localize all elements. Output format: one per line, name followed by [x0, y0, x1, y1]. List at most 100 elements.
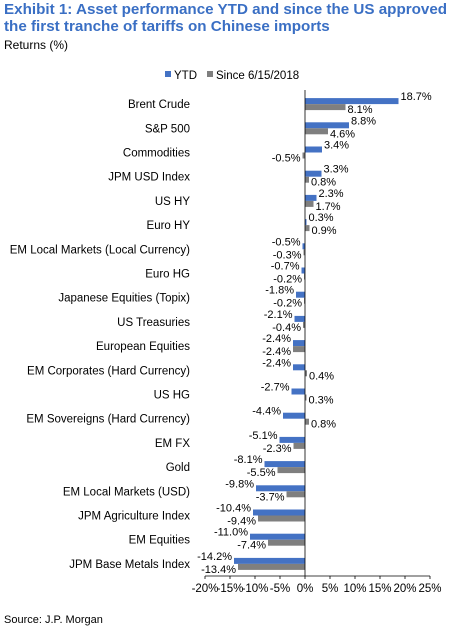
bar-ytd: [305, 122, 349, 129]
data-label-since: -0.4%: [272, 322, 301, 334]
data-label-ytd: -5.1%: [249, 430, 278, 442]
data-label-ytd: 2.3%: [319, 188, 344, 200]
data-label-since: 0.3%: [309, 395, 334, 407]
bar-ytd: [294, 315, 305, 322]
category-label: JPM Base Metals Index: [69, 559, 190, 571]
data-label-since: 0.4%: [309, 370, 334, 382]
bar-ytd: [305, 170, 322, 177]
bar-ytd: [305, 194, 317, 201]
data-label-since: 0.9%: [312, 225, 337, 237]
category-label: EM FX: [155, 438, 190, 450]
source-note: Source: J.P. Morgan: [4, 614, 103, 626]
bar-ytd: [293, 340, 305, 347]
bar-ytd: [279, 436, 305, 443]
category-label: S&P 500: [145, 123, 190, 135]
bar-ytd: [234, 557, 305, 564]
data-label-ytd: -11.0%: [214, 527, 248, 539]
x-tick-label: 25%: [418, 583, 441, 595]
category-label: Brent Crude: [128, 99, 190, 111]
data-label-ytd: 18.7%: [401, 91, 432, 103]
x-tick-label: -5%: [270, 583, 290, 595]
category-label: Euro HY: [147, 220, 191, 232]
data-label-ytd: -0.5%: [272, 236, 301, 248]
category-label: Gold: [166, 462, 190, 474]
bar-ytd: [302, 243, 305, 250]
data-label-since: 0.8%: [311, 419, 336, 431]
x-tick-label: 10%: [343, 583, 366, 595]
data-label-since: -2.3%: [263, 443, 292, 455]
category-label: Euro HG: [145, 269, 190, 281]
category-label: European Equities: [96, 341, 190, 353]
bar-since: [303, 321, 305, 328]
bar-since: [258, 515, 305, 522]
bar-since: [277, 467, 305, 474]
data-label-since: -5.5%: [247, 467, 276, 479]
data-label-ytd: -2.7%: [261, 382, 290, 394]
bar-since: [238, 563, 305, 570]
bar-since: [305, 394, 307, 401]
category-label: EM Local Markets (Local Currency): [10, 244, 190, 256]
data-label-ytd: 3.3%: [324, 164, 349, 176]
bar-ytd: [250, 533, 305, 540]
data-label-ytd: -2.4%: [262, 333, 291, 345]
bar-since: [305, 370, 307, 377]
category-label: EM Corporates (Hard Currency): [27, 365, 190, 377]
bar-since: [305, 176, 309, 183]
category-label: EM Equities: [129, 535, 191, 547]
bar-since: [304, 297, 305, 304]
data-label-since: -0.2%: [273, 298, 302, 310]
bar-since: [293, 346, 305, 353]
bar-since: [303, 249, 305, 256]
legend-label-since: Since 6/15/2018: [216, 70, 299, 82]
x-tick-label: -15%: [217, 583, 244, 595]
data-label-since: -0.3%: [273, 249, 302, 261]
data-label-ytd: 0.3%: [309, 212, 334, 224]
bar-ytd: [305, 146, 322, 153]
category-label: JPM USD Index: [108, 172, 190, 184]
bar-ytd: [296, 291, 305, 298]
chart-title: Exhibit 1: Asset performance YTD and sin…: [4, 1, 448, 35]
x-tick-label: 5%: [322, 583, 339, 595]
bar-since: [268, 539, 305, 546]
bar-since: [293, 442, 305, 449]
category-label: US Treasuries: [117, 317, 190, 329]
data-label-ytd: 8.8%: [351, 115, 376, 127]
legend-label-ytd: YTD: [174, 70, 197, 82]
legend-swatch-ytd: [165, 71, 171, 77]
x-tick-label: 15%: [368, 583, 391, 595]
bar-since: [305, 200, 314, 207]
data-label-since: -13.4%: [201, 564, 236, 576]
data-label-since: -0.2%: [273, 274, 302, 286]
x-tick-label: 20%: [393, 583, 416, 595]
bar-since: [302, 152, 305, 159]
data-label-ytd: -14.2%: [197, 551, 232, 563]
data-label-since: 4.6%: [330, 128, 355, 140]
data-label-ytd: -2.4%: [262, 357, 291, 369]
bar-ytd: [264, 461, 305, 468]
data-label-ytd: -2.1%: [264, 309, 293, 321]
bar-since: [305, 104, 346, 111]
data-label-since: -0.5%: [272, 153, 301, 165]
category-label: US HG: [154, 390, 190, 402]
bar-since: [305, 128, 328, 135]
data-label-since: -9.4%: [227, 516, 256, 528]
bar-ytd: [253, 509, 305, 516]
data-label-ytd: -8.1%: [234, 454, 263, 466]
bar-ytd: [291, 388, 305, 395]
bar-ytd: [293, 364, 305, 371]
bar-since: [286, 491, 305, 498]
chart-subtitle: Returns (%): [4, 38, 69, 52]
data-label-ytd: -4.4%: [252, 406, 281, 418]
data-label-ytd: -9.8%: [225, 478, 254, 490]
legend-swatch-since: [207, 71, 213, 77]
x-tick-label: -20%: [192, 583, 219, 595]
bar-since: [304, 273, 305, 280]
bar-since: [305, 225, 310, 232]
bar-ytd: [256, 485, 305, 492]
bar-since: [305, 418, 309, 425]
bar-ytd: [305, 98, 399, 105]
category-label: Commodities: [123, 148, 190, 160]
category-label: EM Local Markets (USD): [63, 486, 190, 498]
category-label: Japanese Equities (Topix): [58, 293, 190, 305]
